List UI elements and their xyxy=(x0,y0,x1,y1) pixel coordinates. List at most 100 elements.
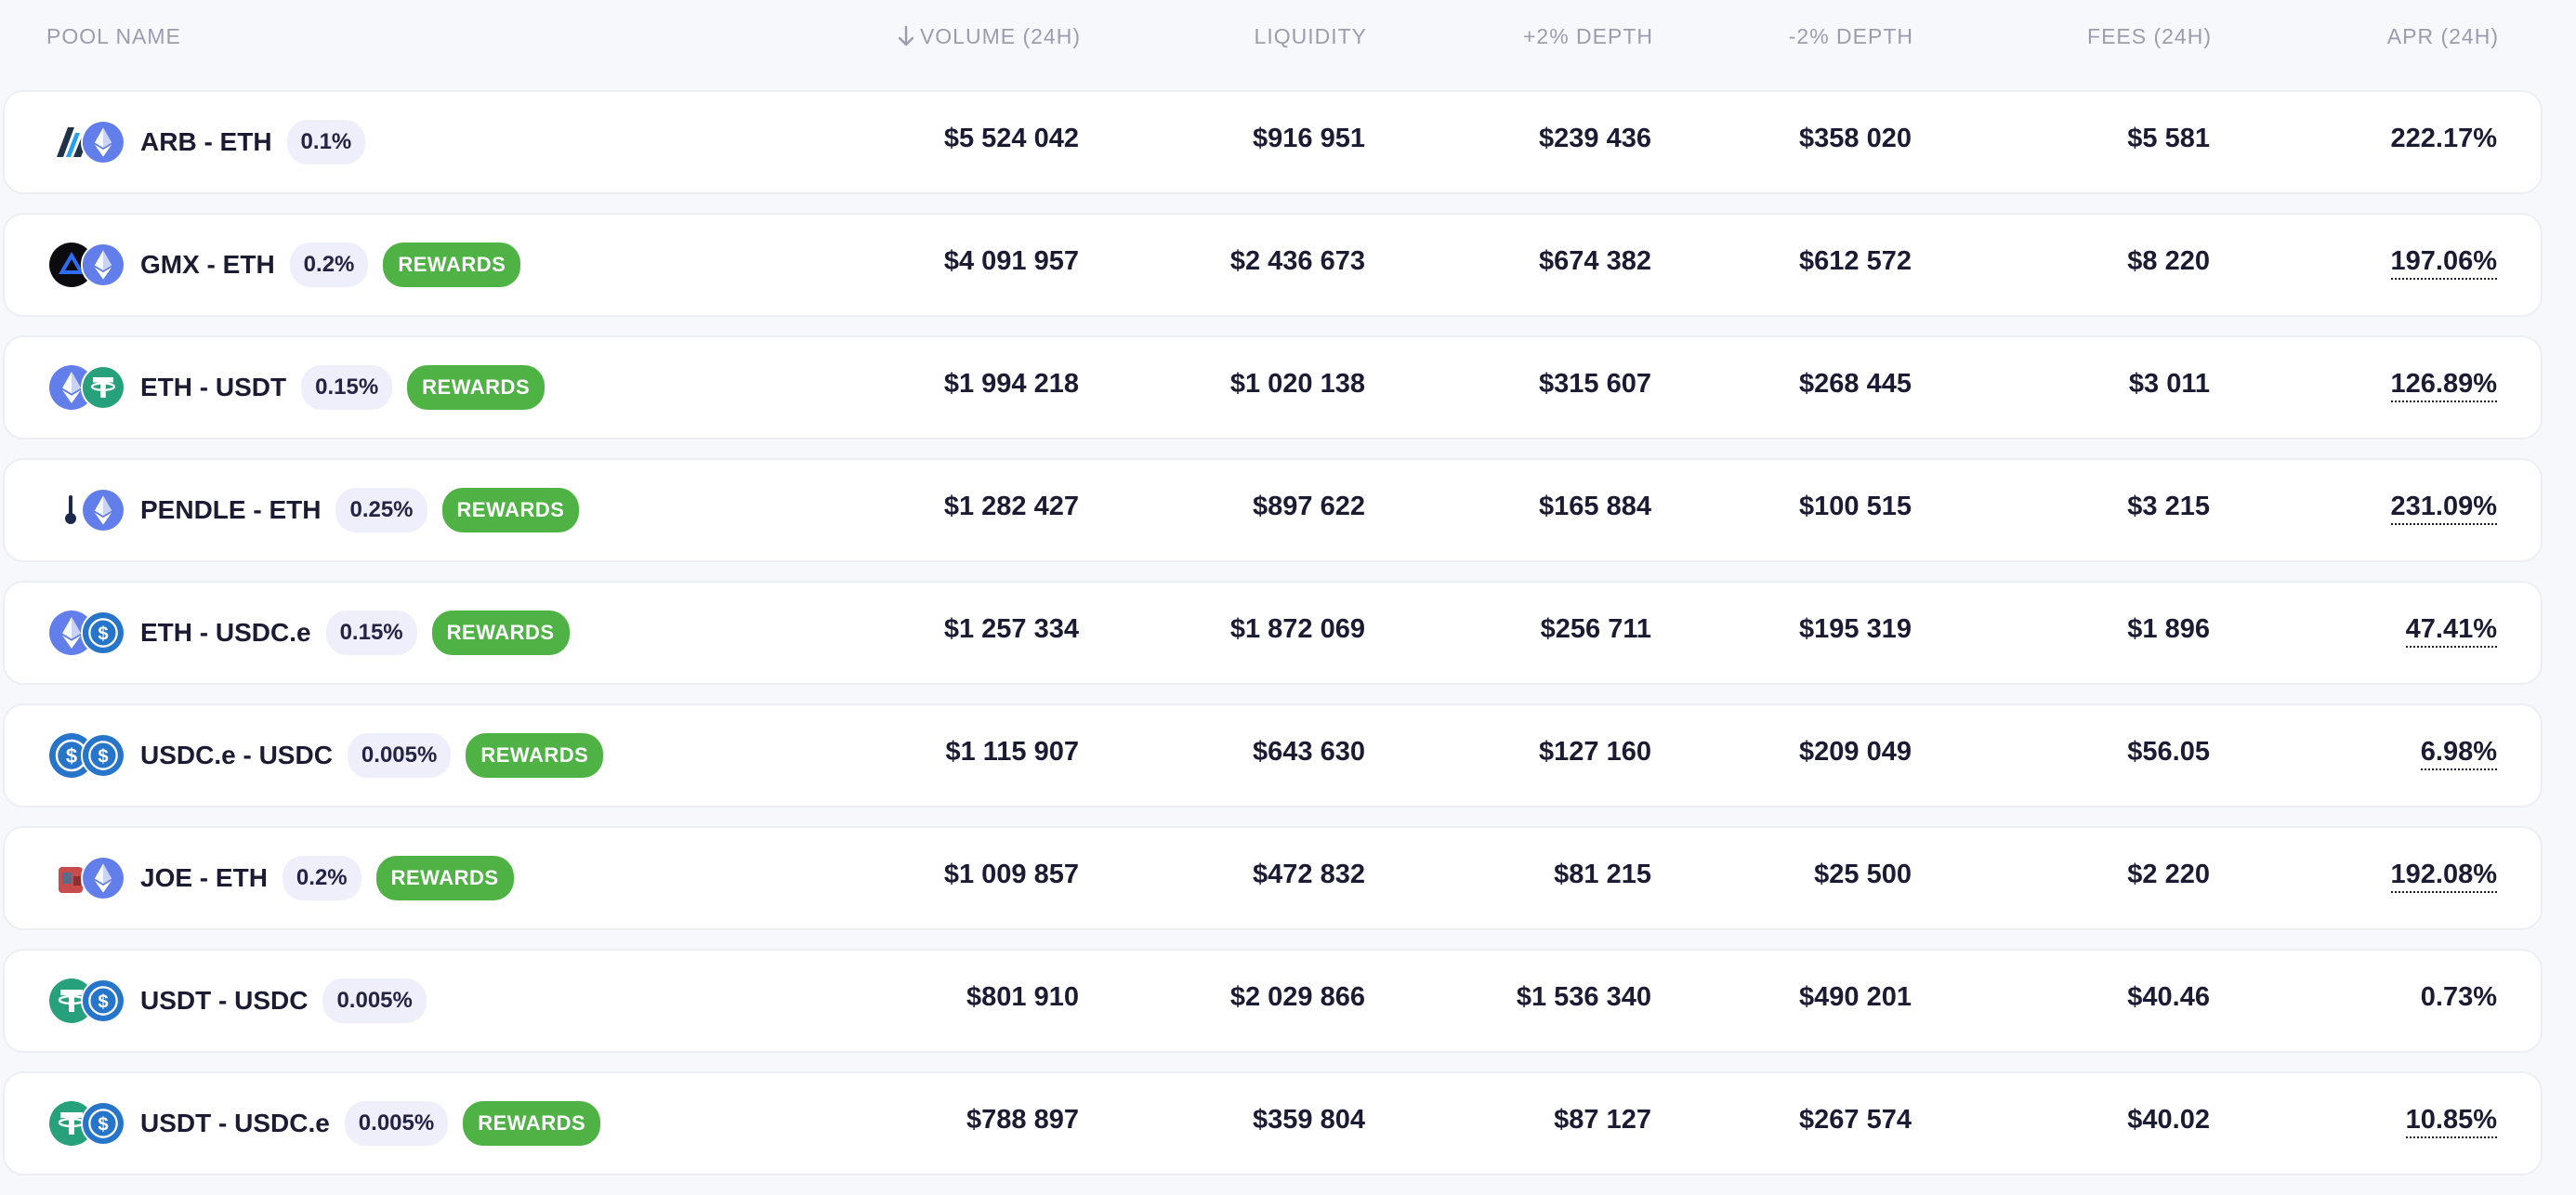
minus-depth-value: $490 201 xyxy=(1799,982,1912,1012)
token-pair-icons: $ xyxy=(49,609,127,657)
table-row[interactable]: ARB - ETH 0.1% $5 524 042 $916 951 $239 436 $… xyxy=(3,90,2543,194)
minus-depth-value: $209 049 xyxy=(1799,737,1912,767)
table-row[interactable]: PENDLE - ETH 0.25% REWARDS $1 282 427 $897 6… xyxy=(3,458,2543,562)
pool-cell: ARB - ETH 0.1% xyxy=(49,92,380,192)
token-pair-icons: $ xyxy=(49,977,127,1025)
fees-value: $56.05 xyxy=(2127,737,2210,767)
volume-value: $1 009 857 xyxy=(943,860,1079,889)
table-row[interactable]: $ USDT - USDC 0.005% $801 910 $2 029 866 $1 5… xyxy=(3,949,2543,1053)
header-liquidity[interactable]: LIQUIDITY xyxy=(1254,24,1367,48)
rewards-badge: REWARDS xyxy=(466,733,604,778)
rewards-badge: REWARDS xyxy=(463,1101,601,1146)
liquidity-value: $897 622 xyxy=(1253,492,1365,521)
liquidity-value: $1 872 069 xyxy=(1229,614,1365,644)
apr-value[interactable]: 10.85% xyxy=(2405,1105,2497,1138)
fees-value: $2 220 xyxy=(2127,860,2210,889)
usdc-icon: $ xyxy=(81,978,125,1023)
minus-depth-value: $267 574 xyxy=(1799,1105,1912,1135)
header-plus-depth[interactable]: +2% DEPTH xyxy=(1522,24,1653,48)
pool-cell: $ USDT - USDC 0.005% xyxy=(49,951,441,1051)
fee-tier-badge: 0.1% xyxy=(286,120,366,164)
plus-depth-value: $239 436 xyxy=(1539,124,1651,153)
ethereum-icon xyxy=(81,120,125,164)
plus-depth-value: $87 127 xyxy=(1554,1105,1651,1135)
svg-text:$: $ xyxy=(98,624,108,644)
apr-value[interactable]: 231.09% xyxy=(2390,492,2497,525)
minus-depth-value: $268 445 xyxy=(1799,369,1912,399)
volume-value: $801 910 xyxy=(966,982,1079,1012)
header-apr[interactable]: APR (24H) xyxy=(2386,24,2499,48)
ethereum-icon xyxy=(81,488,125,532)
volume-value: $1 994 218 xyxy=(943,369,1079,399)
table-row[interactable]: $ $ USDC.e - USDC 0.005% REWARDS $1 115 907 $6… xyxy=(3,703,2543,808)
liquidity-value: $472 832 xyxy=(1253,860,1365,889)
fee-tier-badge: 0.2% xyxy=(289,243,369,287)
plus-depth-value: $81 215 xyxy=(1554,860,1651,889)
apr-value[interactable]: 197.06% xyxy=(2390,246,2497,280)
rewards-badge: REWARDS xyxy=(383,243,521,287)
table-row[interactable]: $ USDT - USDC.e 0.005% REWARDS $788 897 $359 … xyxy=(3,1071,2543,1175)
tether-icon xyxy=(81,365,125,410)
svg-text:$: $ xyxy=(98,746,108,767)
fee-tier-badge: 0.2% xyxy=(282,856,361,900)
apr-value: 0.73% xyxy=(2420,982,2497,1012)
pool-pair-name: USDT - USDC xyxy=(140,986,309,1015)
apr-value[interactable]: 47.41% xyxy=(2405,614,2497,648)
volume-value: $1 115 907 xyxy=(945,737,1079,767)
table-header: POOL NAME VOLUME (24H) LIQUIDITY +2% DEP… xyxy=(0,0,2576,74)
minus-depth-value: $195 319 xyxy=(1799,614,1912,644)
table-row[interactable]: JOE - ETH 0.2% REWARDS $1 009 857 $472 832 $8… xyxy=(3,826,2543,930)
table-row[interactable]: ETH - USDT 0.15% REWARDS $1 994 218 $1 020 1… xyxy=(3,335,2543,440)
pool-pair-name: ETH - USDC.e xyxy=(140,618,311,647)
volume-value: $4 091 957 xyxy=(943,246,1079,276)
pool-pair-name: ETH - USDT xyxy=(140,373,287,401)
pool-pair-name: PENDLE - ETH xyxy=(140,495,322,524)
liquidity-value: $916 951 xyxy=(1253,124,1365,153)
token-pair-icons xyxy=(49,118,127,166)
token-pair-icons: $ $ xyxy=(49,731,127,780)
volume-value: $1 257 334 xyxy=(943,614,1079,644)
fee-tier-badge: 0.15% xyxy=(325,611,417,655)
plus-depth-value: $165 884 xyxy=(1539,492,1651,521)
header-fees[interactable]: FEES (24H) xyxy=(2087,24,2212,48)
liquidity-value: $643 630 xyxy=(1253,737,1365,767)
apr-value[interactable]: 6.98% xyxy=(2420,737,2497,770)
fees-value: $1 896 xyxy=(2127,614,2210,644)
fees-value: $3 011 xyxy=(2128,369,2210,399)
pool-pair-name: USDC.e - USDC xyxy=(140,741,333,769)
usdc-icon: $ xyxy=(81,733,125,778)
ethereum-icon xyxy=(81,856,125,900)
plus-depth-value: $674 382 xyxy=(1539,246,1651,276)
minus-depth-value: $25 500 xyxy=(1814,860,1912,889)
header-volume-label: VOLUME (24H) xyxy=(919,24,1081,48)
header-pool-name[interactable]: POOL NAME xyxy=(46,24,181,48)
token-pair-icons xyxy=(49,363,127,412)
table-row[interactable]: GMX - ETH 0.2% REWARDS $4 091 957 $2 436 673… xyxy=(3,213,2543,317)
fee-tier-badge: 0.005% xyxy=(347,733,452,778)
header-volume[interactable]: VOLUME (24H) xyxy=(898,24,1081,49)
minus-depth-value: $100 515 xyxy=(1799,492,1912,521)
fees-value: $3 215 xyxy=(2127,492,2210,521)
header-minus-depth[interactable]: -2% DEPTH xyxy=(1788,24,1913,48)
usdc-icon: $ xyxy=(81,1101,125,1146)
svg-text:$: $ xyxy=(98,1114,108,1135)
pool-pair-name: GMX - ETH xyxy=(140,250,275,279)
pool-cell: $ USDT - USDC.e 0.005% REWARDS xyxy=(49,1073,601,1174)
pool-cell: ETH - USDT 0.15% REWARDS xyxy=(49,337,545,438)
volume-value: $1 282 427 xyxy=(943,492,1079,521)
apr-value[interactable]: 192.08% xyxy=(2390,860,2497,893)
minus-depth-value: $612 572 xyxy=(1799,246,1912,276)
token-pair-icons: $ xyxy=(49,1099,127,1148)
pool-pair-name: USDT - USDC.e xyxy=(140,1109,330,1137)
table-row[interactable]: $ ETH - USDC.e 0.15% REWARDS $1 257 334 $1 87… xyxy=(3,581,2543,685)
liquidity-value: $1 020 138 xyxy=(1229,369,1365,399)
svg-text:$: $ xyxy=(66,744,77,768)
pool-cell: $ ETH - USDC.e 0.15% REWARDS xyxy=(49,583,570,683)
apr-value: 222.17% xyxy=(2390,124,2498,153)
pool-cell: GMX - ETH 0.2% REWARDS xyxy=(49,215,521,315)
plus-depth-value: $256 711 xyxy=(1540,614,1651,644)
fees-value: $8 220 xyxy=(2127,246,2210,276)
fees-value: $40.46 xyxy=(2127,982,2210,1012)
apr-value[interactable]: 126.89% xyxy=(2390,369,2497,402)
